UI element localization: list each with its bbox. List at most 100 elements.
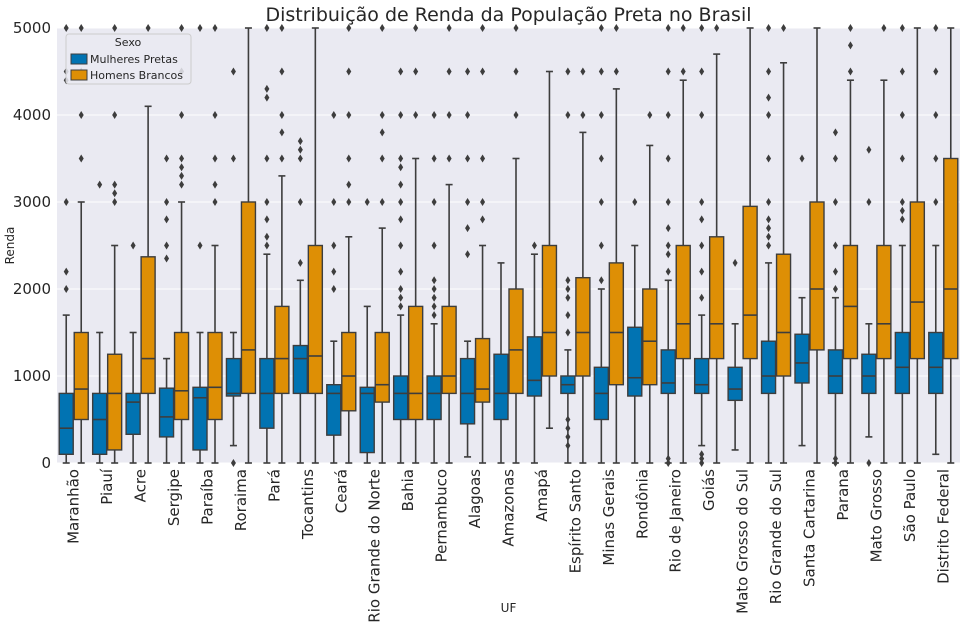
box-mulheres-pretas [861,145,877,467]
flier-point [832,241,838,250]
x-tick-label: Goiás [700,469,718,511]
box-iqr [459,357,476,425]
flier-point [413,111,419,119]
flier-point [665,198,671,206]
box-mulheres-pretas [125,241,141,464]
flier-point [565,67,571,76]
legend-label: Homens Brancos [90,69,183,82]
flier-point [431,276,437,285]
flier-point [264,198,270,206]
box-mulheres-pretas [359,198,375,464]
box-mulheres-pretas [894,24,911,464]
y-tick-label: 4000 [13,106,51,124]
flier-point [346,198,352,206]
box-iqr [842,244,859,360]
flier-point [297,258,303,267]
flier-point [398,293,404,302]
x-tick-label: Amapá [533,469,551,522]
flier-point [866,198,872,206]
x-tick-label: Mato Grosso [867,469,885,562]
flier-point [279,111,285,119]
flier-point [565,441,571,450]
flier-point [130,241,136,250]
box-mulheres-pretas [660,24,676,467]
x-tick-label: Minas Gerais [600,469,618,566]
flier-point [899,67,905,76]
flier-point [346,67,352,76]
flier-point [832,454,838,463]
box-homens-brancos [642,111,658,464]
legend-items: Mulheres Pretas Homens Brancos [70,53,183,82]
box-iqr [73,331,89,421]
box-iqr [392,375,409,421]
flier-point [933,198,939,206]
flier-point [632,198,638,206]
flier-point [346,180,352,189]
box-mulheres-pretas [560,67,576,464]
flier-point [699,198,705,206]
flier-point [613,24,619,32]
box-mulheres-pretas [760,24,777,464]
box-iqr [292,344,309,395]
y-tick-label: 5000 [13,19,51,37]
x-tick-label: Parana [834,469,852,521]
box-iqr [827,349,844,395]
legend-title: Sexo [115,36,142,49]
box-homens-brancos [842,24,859,464]
box-iqr [861,353,877,395]
flier-point [899,24,905,32]
flier-point [665,459,671,467]
flier-point [699,454,705,463]
box-iqr [441,305,457,395]
box-mulheres-pretas [326,111,342,464]
flier-point [565,424,571,433]
box-iqr [407,305,424,421]
flier-point [699,459,705,467]
flier-point [331,267,337,276]
flier-point [665,154,671,163]
box-mulheres-pretas [827,128,844,467]
box-homens-brancos [575,67,591,464]
flier-point [398,180,404,189]
flier-point [212,154,218,163]
box-iqr [943,157,959,360]
flier-point [264,215,270,224]
flier-point [832,285,838,293]
box-mulheres-pretas [727,258,743,451]
flier-point [565,415,571,424]
flier-point [398,67,404,76]
box-homens-brancos [809,27,825,464]
flier-point [598,111,604,119]
flier-point [431,311,437,320]
x-tick-label: Bahia [399,469,417,511]
box-iqr [274,305,290,395]
flier-point [680,24,686,32]
flier-point [446,154,452,163]
box-homens-brancos [876,24,892,464]
flier-point [699,450,705,459]
flier-point [197,241,203,250]
box-mulheres-pretas [259,24,275,464]
flier-point [431,111,437,119]
flier-point [465,198,471,206]
flier-point [179,171,185,180]
flier-point [346,24,352,32]
x-tick-label: Ceará [332,469,350,513]
flier-point [799,154,805,163]
x-tick-label: Paraíba [199,469,217,525]
flier-point [164,154,170,163]
flier-point [699,215,705,224]
box-mulheres-pretas [192,24,208,464]
flier-point [480,24,486,32]
flier-point [766,198,772,206]
x-tick-label: Alagoas [466,469,484,529]
x-tick-label: Amazonas [500,469,518,547]
flier-point [665,111,671,119]
flier-point [699,24,705,32]
flier-point [112,24,118,32]
flier-point [465,224,471,233]
y-tick-label: 2000 [13,280,51,298]
y-axis-label: Renda [3,227,17,265]
legend: Sexo Mulheres Pretas Homens Brancos [65,33,192,85]
flier-point [665,241,671,250]
